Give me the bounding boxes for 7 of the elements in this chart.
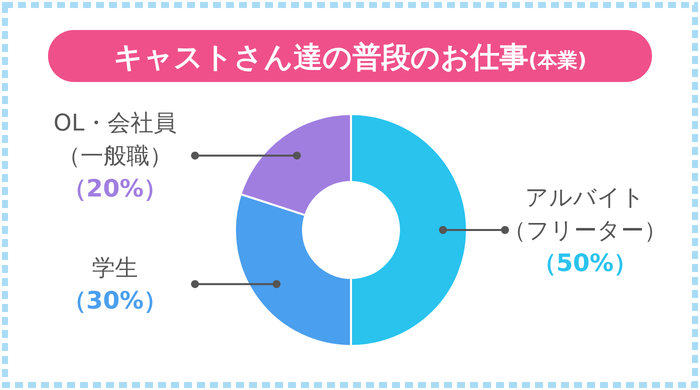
slice-label: 学生 bbox=[92, 256, 138, 282]
slice-label: アルバイト（フリーター） bbox=[503, 185, 667, 244]
chart-title: キャストさん達の普段のお仕事(本業) bbox=[113, 40, 587, 74]
data-label: （30%） bbox=[62, 286, 168, 315]
data-label: （50%） bbox=[532, 249, 638, 277]
slice-label: OL・会社員（一般職） bbox=[54, 110, 176, 170]
data-label: （20%） bbox=[62, 174, 168, 203]
